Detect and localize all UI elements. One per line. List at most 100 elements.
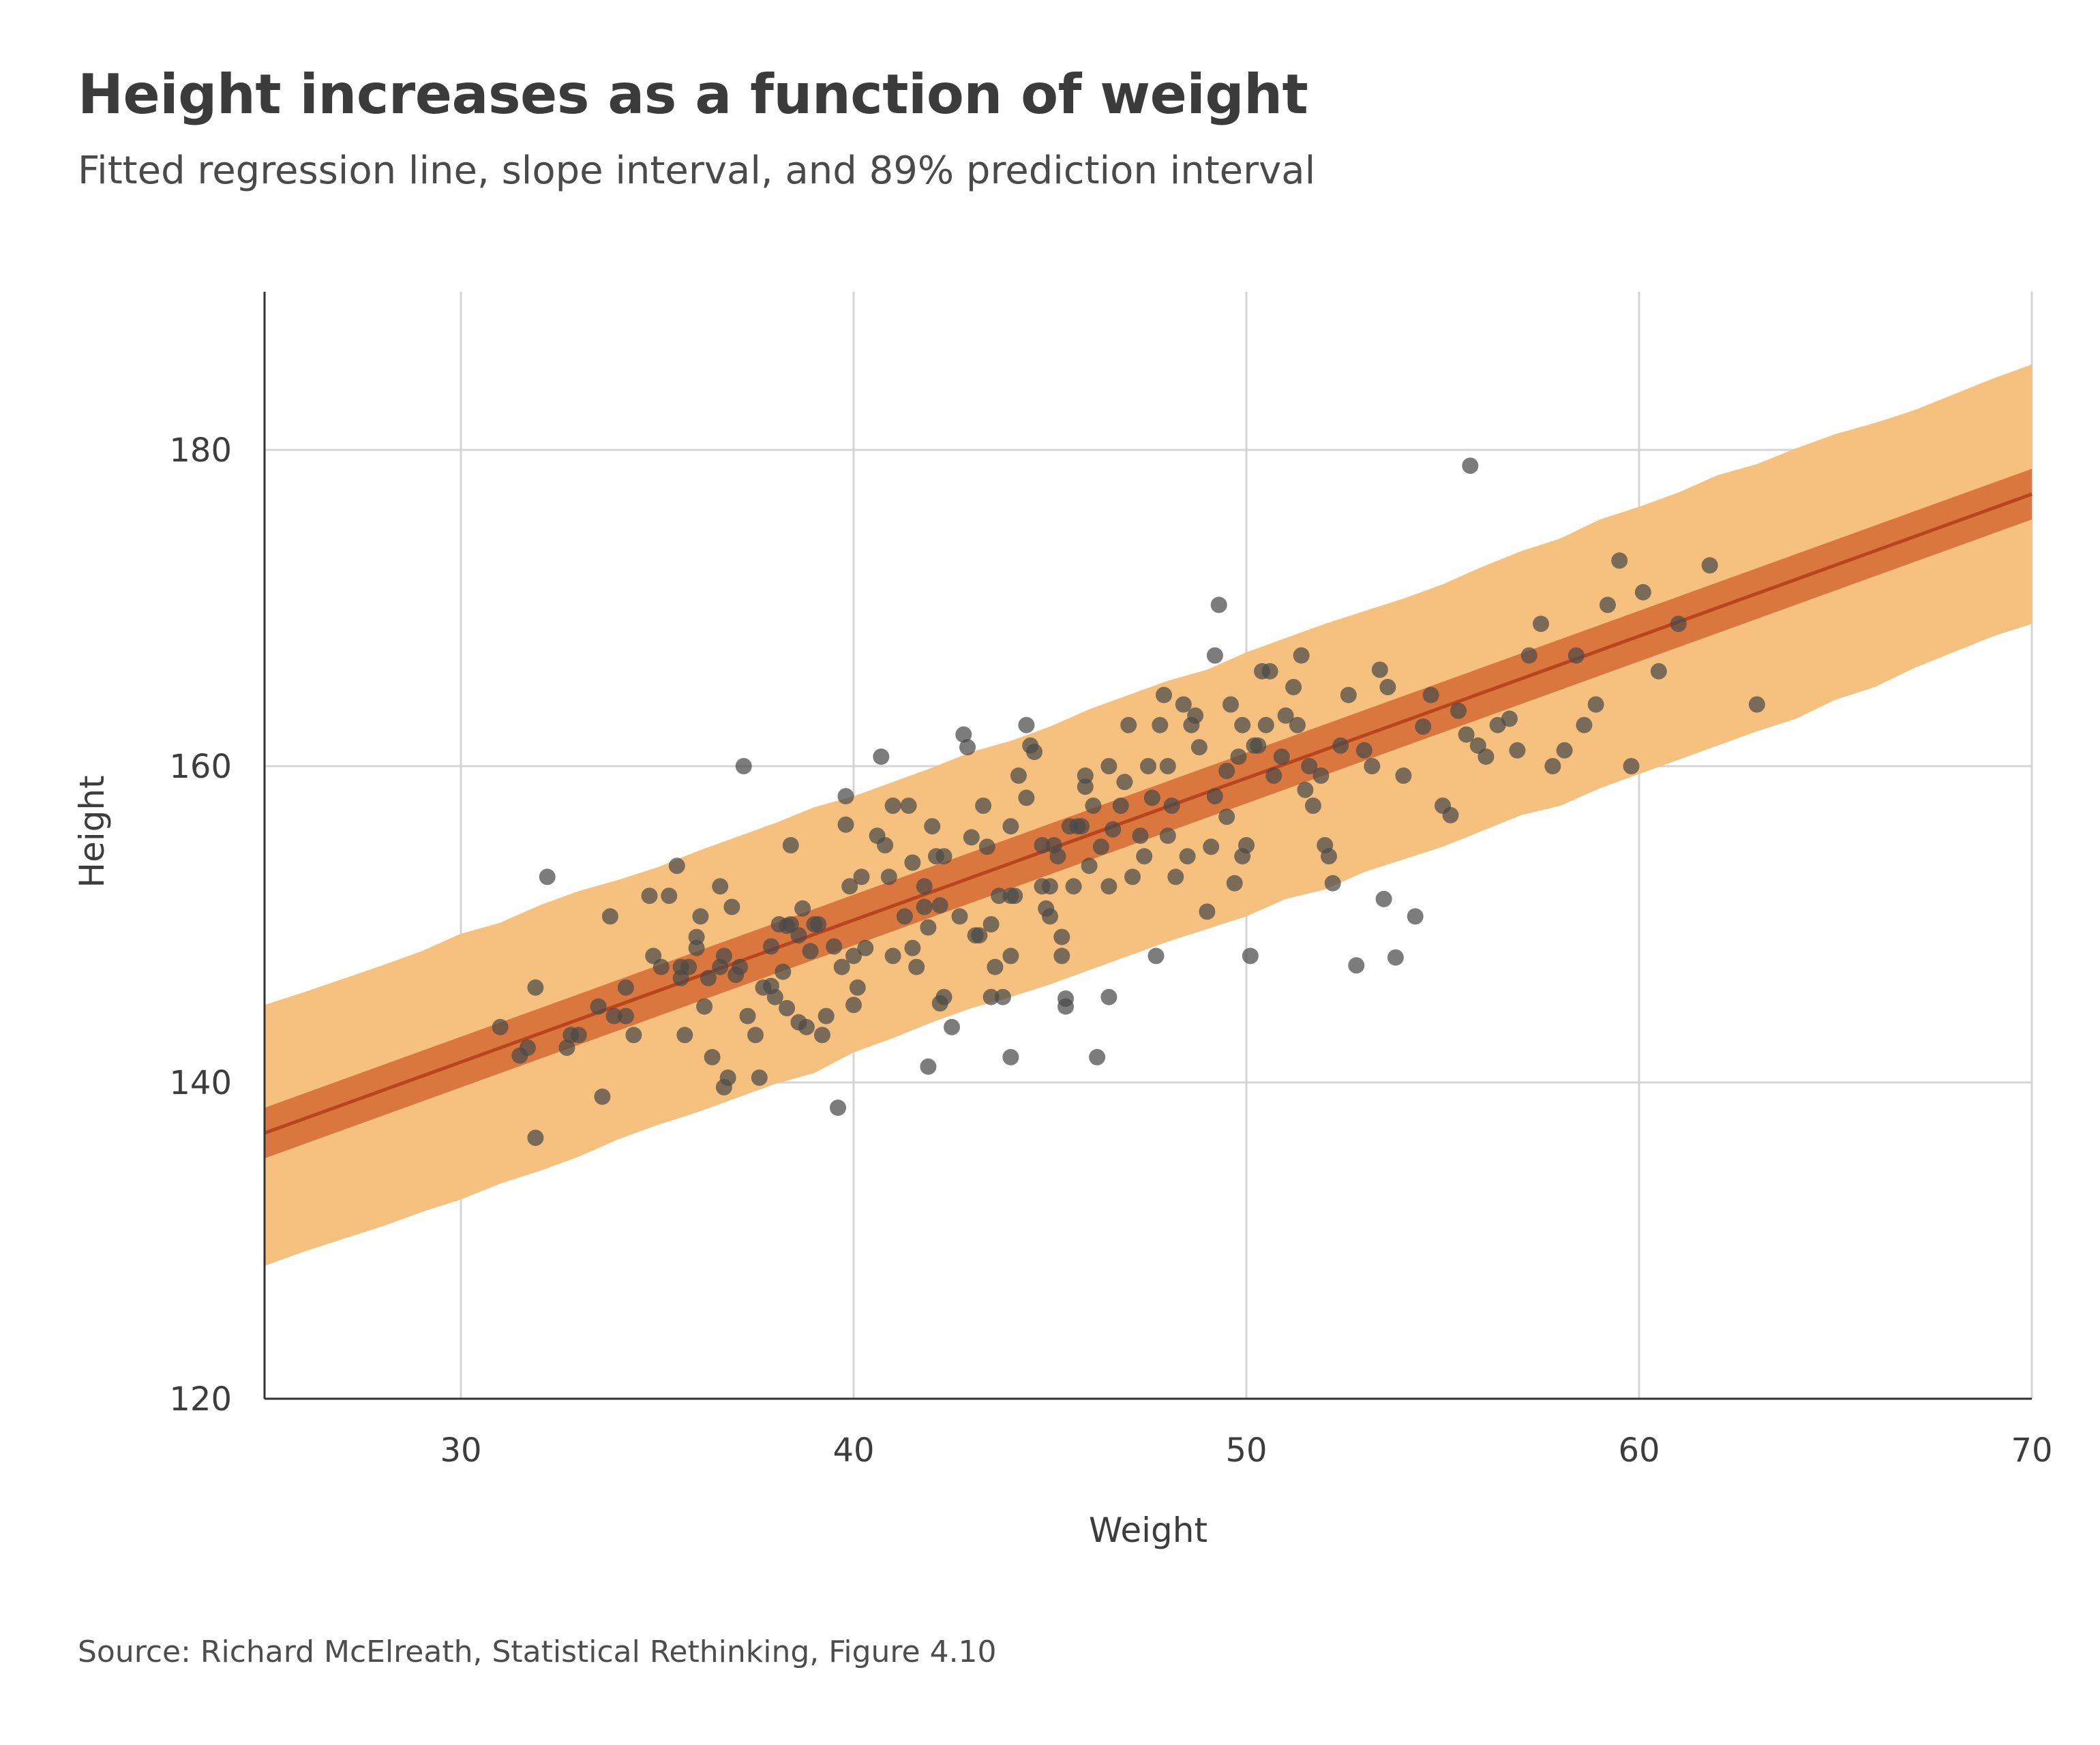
data-point: [605, 1007, 622, 1025]
data-point: [1277, 707, 1294, 724]
data-point: [1206, 788, 1223, 805]
data-point: [833, 958, 850, 975]
axes: 30 40 50 60 70 120 140 160 180: [169, 292, 2053, 1470]
data-point: [873, 748, 890, 765]
data-point: [810, 916, 827, 932]
data-point: [1623, 758, 1640, 774]
data-point: [775, 963, 792, 980]
data-point: [1002, 947, 1019, 965]
data-point: [1544, 758, 1561, 774]
data-point: [1371, 661, 1388, 678]
data-point: [1748, 696, 1765, 713]
data-point: [1297, 781, 1314, 798]
data-point: [1073, 818, 1090, 835]
data-point: [1152, 716, 1169, 733]
data-point: [975, 798, 992, 814]
data-point: [1006, 887, 1023, 905]
y-tick-label: 120: [169, 1380, 232, 1418]
data-point: [1355, 742, 1372, 759]
data-point: [1210, 596, 1227, 613]
data-point: [1332, 737, 1349, 754]
data-point: [680, 958, 698, 975]
data-point: [959, 739, 976, 756]
data-point: [853, 868, 870, 885]
data-point: [1222, 696, 1239, 713]
x-tick-label: 50: [1225, 1431, 1267, 1470]
data-point: [1242, 947, 1259, 965]
data-point: [715, 947, 732, 965]
data-point: [1556, 742, 1573, 759]
data-point: [763, 938, 779, 955]
data-point: [935, 848, 952, 865]
regression-line-layer: [264, 492, 2032, 1135]
data-point: [1379, 679, 1396, 695]
data-point: [849, 979, 866, 996]
data-point: [739, 1007, 756, 1025]
data-point: [1081, 858, 1098, 875]
data-point: [1442, 806, 1459, 823]
data-point: [1458, 726, 1475, 743]
data-point: [1190, 739, 1208, 756]
data-point: [641, 887, 658, 905]
data-point: [802, 943, 819, 960]
data-point: [978, 838, 995, 855]
data-point: [1387, 949, 1404, 966]
data-point: [963, 829, 980, 846]
data-point: [1002, 1048, 1019, 1065]
data-point: [920, 1058, 937, 1075]
data-point: [935, 988, 952, 1005]
data-point: [688, 939, 705, 956]
data-point: [904, 939, 921, 956]
data-point: [1100, 988, 1118, 1005]
data-point: [1159, 828, 1176, 845]
data-point: [1132, 828, 1149, 845]
data-point: [1203, 838, 1220, 855]
data-point: [1218, 763, 1235, 779]
data-point: [830, 1099, 846, 1117]
data-point: [1234, 716, 1251, 733]
data-point: [920, 919, 937, 936]
data-point: [782, 837, 799, 853]
y-tick-label: 160: [169, 748, 232, 786]
data-point: [1285, 679, 1302, 695]
data-point: [1042, 908, 1058, 925]
chart-title: Height increases as a function of weight: [78, 63, 1308, 126]
y-axis-title: Height: [72, 775, 112, 887]
y-tick-label: 140: [169, 1064, 232, 1102]
data-point: [590, 998, 607, 1015]
data-point: [1218, 808, 1235, 825]
data-point: [971, 927, 988, 944]
data-point: [1148, 947, 1165, 965]
data-point: [1112, 798, 1129, 814]
data-point: [857, 939, 874, 956]
data-point: [1670, 616, 1687, 633]
data-point: [826, 938, 843, 955]
x-tick-label: 40: [832, 1431, 874, 1470]
data-point: [661, 887, 678, 905]
data-point: [732, 958, 748, 975]
data-point: [1501, 710, 1518, 727]
data-point: [617, 1007, 634, 1025]
data-point: [492, 1018, 509, 1035]
data-point: [1650, 663, 1667, 680]
data-point: [1261, 663, 1278, 680]
data-point: [1077, 767, 1094, 784]
data-point: [723, 898, 740, 915]
data-point: [1348, 957, 1365, 974]
data-point: [735, 758, 752, 774]
data-point: [1018, 716, 1035, 733]
y-tick-label: 180: [169, 431, 232, 470]
data-point: [1634, 583, 1651, 601]
data-point: [1089, 1048, 1106, 1065]
data-point: [1010, 767, 1027, 784]
data-point: [1018, 789, 1035, 806]
x-tick-label: 70: [2011, 1431, 2052, 1470]
data-point: [1422, 686, 1439, 703]
data-point: [944, 1018, 960, 1035]
data-point: [1116, 774, 1133, 791]
data-point: [1179, 848, 1196, 865]
data-point: [1324, 875, 1341, 892]
data-point: [1462, 457, 1479, 474]
data-point: [845, 947, 862, 965]
data-point: [1156, 686, 1172, 703]
